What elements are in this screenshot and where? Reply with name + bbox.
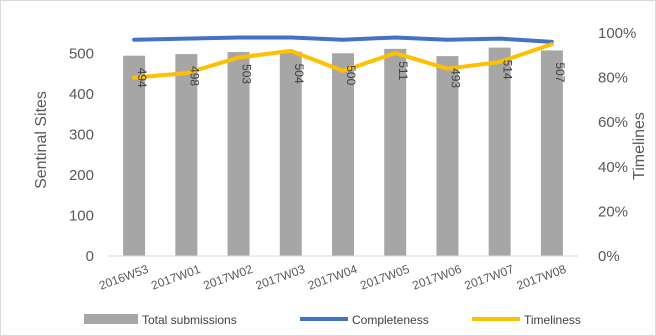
bar-total-submissions xyxy=(175,54,198,257)
legend: Total submissions Completeness Timeliness xyxy=(84,313,581,327)
y-left-tick-label: 500 xyxy=(69,45,94,62)
legend-swatch-bar xyxy=(84,314,138,324)
bar-data-label: 507 xyxy=(553,62,567,82)
y-right-tick-label: 0% xyxy=(598,248,620,265)
legend-label: Total submissions xyxy=(142,313,237,327)
legend-label: Completeness xyxy=(352,313,429,327)
bar-total-submissions xyxy=(488,47,511,257)
legend-label: Timeliness xyxy=(524,313,581,327)
labels-layer: 494 498 503 504 500 511 493 514 507 xyxy=(135,60,567,89)
bar-total-submissions xyxy=(227,52,250,256)
bar-data-label: 493 xyxy=(448,68,462,88)
bar-data-label: 494 xyxy=(135,68,149,88)
bar-data-label: 498 xyxy=(187,66,201,86)
bar-data-label: 511 xyxy=(396,61,410,80)
bars-layer xyxy=(123,47,563,257)
bar-total-submissions xyxy=(332,53,354,256)
bar-data-label: 500 xyxy=(344,65,358,85)
y-right-tick-label: 40% xyxy=(598,159,628,176)
bar-data-label: 514 xyxy=(501,60,515,80)
bar-total-submissions xyxy=(123,55,146,256)
y-left-tick-label: 300 xyxy=(69,126,94,143)
y-left-axis-title: Sentinal Sites xyxy=(33,91,50,189)
y-left-tick-label: 0 xyxy=(86,248,94,265)
y-right-tick-label: 60% xyxy=(598,114,628,131)
y-right-ticks: 0% 20% 40% 60% 80% 100% xyxy=(598,25,636,265)
bar-total-submissions xyxy=(279,51,302,256)
line-completeness xyxy=(132,35,554,44)
y-left-tick-label: 200 xyxy=(69,167,94,184)
line-timeliness xyxy=(132,42,554,80)
lines-layer xyxy=(132,35,554,80)
bar-total-submissions xyxy=(436,56,459,257)
y-left-tick-label: 100 xyxy=(69,207,94,224)
bar-data-label: 504 xyxy=(292,64,306,84)
y-left-ticks: 0 100 200 300 400 500 xyxy=(69,45,94,265)
y-right-axis-title: Timelines xyxy=(631,112,648,180)
bar-data-label: 503 xyxy=(240,64,254,84)
y-right-tick-label: 80% xyxy=(598,70,628,87)
y-right-tick-label: 20% xyxy=(598,203,628,220)
y-left-tick-label: 400 xyxy=(69,86,94,103)
bar-total-submissions xyxy=(540,50,563,257)
y-right-tick-label: 100% xyxy=(598,25,636,42)
bar-total-submissions xyxy=(384,48,407,256)
